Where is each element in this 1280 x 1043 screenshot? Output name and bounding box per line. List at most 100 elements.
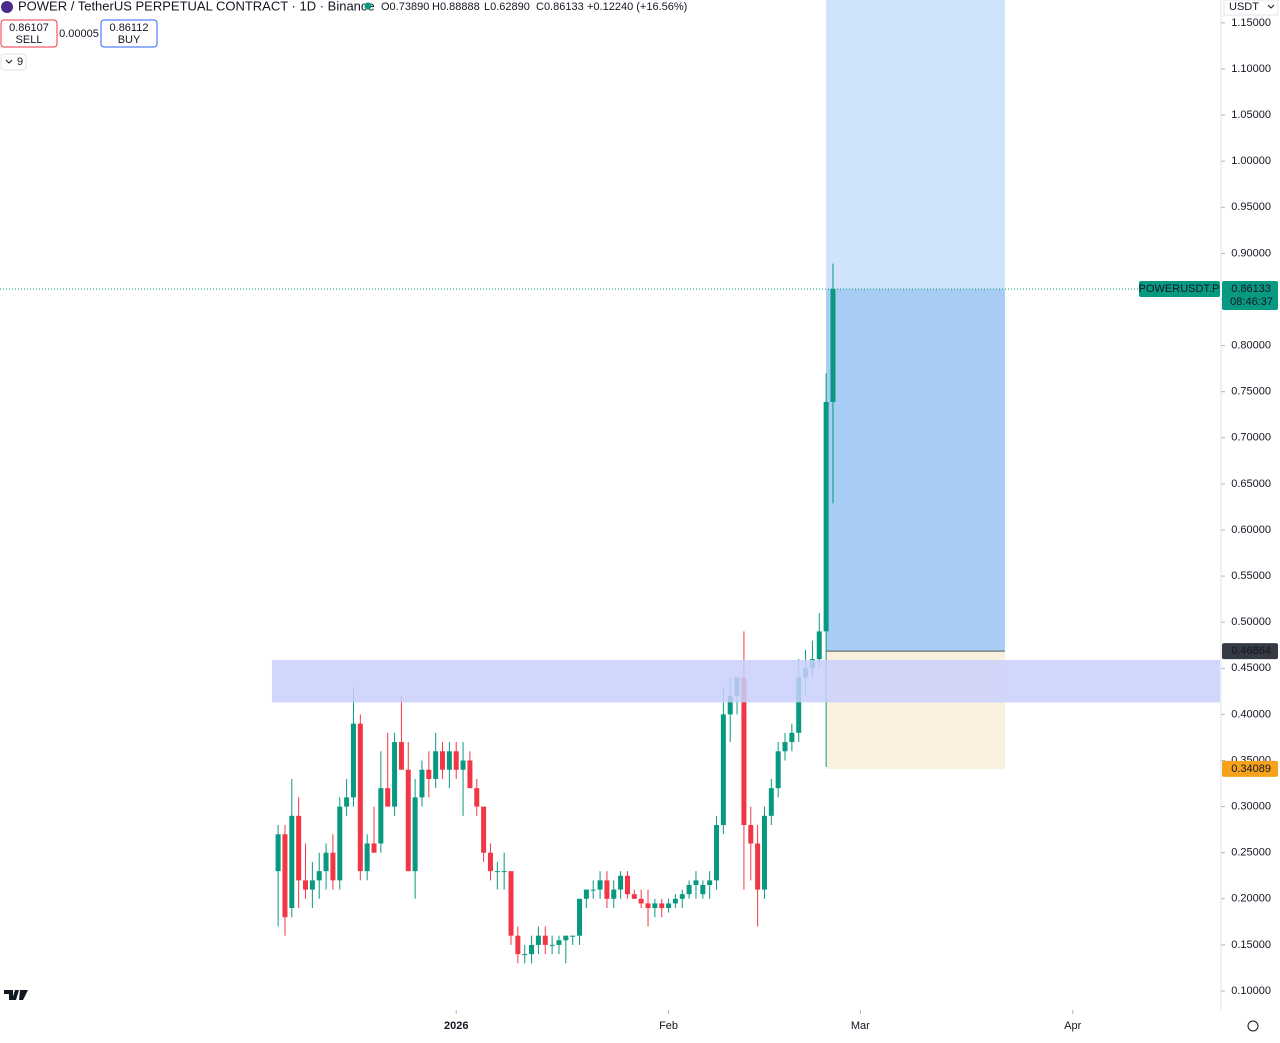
candle-body [693,880,699,885]
candle-body [453,751,459,770]
spread: 0.00005 [59,28,99,40]
candle-body [446,751,452,770]
candle-body [398,742,404,770]
candle-body [624,875,630,895]
candle-body [309,880,315,890]
candle-body [378,788,384,844]
candle-body [577,898,583,936]
candle-body [508,871,514,936]
candle-body [666,903,672,909]
y-tick-label: 0.75000 [1231,386,1271,398]
symbol-icon [1,1,13,13]
plot-area [275,0,1005,964]
candle-body [405,769,411,872]
ohlc-change: +0.12240 (+16.56%) [587,1,687,13]
x-tick-label: Apr [1064,1020,1081,1032]
candle-body [796,677,802,733]
candle-body [357,723,363,872]
candle-body [426,769,432,779]
candle-body [433,751,439,779]
candle-body [282,834,288,918]
candle-body [371,843,377,853]
candle-body [474,788,480,807]
candle-body [344,797,350,807]
candle-body [761,815,767,890]
currency-box [1223,0,1279,16]
settings[interactable] [1247,1020,1259,1032]
last-price-label: 0.86133 [1231,283,1271,295]
candle-body [296,815,302,881]
candle-body [714,825,720,881]
y-tick-label: 1.05000 [1231,109,1271,121]
candle-body [583,889,589,899]
indicators-toggle[interactable] [0,53,27,71]
candle-body [823,401,829,632]
price-tag [1222,760,1278,777]
y-tick-label: 0.45000 [1231,662,1271,674]
y-tick-label: 0.50000 [1231,616,1271,628]
y-tick-label: 0.60000 [1231,524,1271,536]
candle-body [289,815,295,909]
candle-body [789,732,795,743]
zone [271,659,1220,703]
y-tick-label: 0.70000 [1231,432,1271,444]
countdown: 08:46:37 [1230,296,1273,308]
market-status [364,2,372,10]
price-tag [1222,643,1278,660]
candle-body [535,935,541,945]
candle-body [652,903,658,909]
symbol-label: POWERUSDT.P [1139,283,1220,295]
candle-body [494,871,500,873]
y-tick-label: 0.10000 [1231,985,1271,997]
buy-button[interactable] [100,19,158,48]
y-tick-label: 0.55000 [1231,570,1271,582]
candle-body [604,880,610,899]
candle-body [487,852,493,872]
candle-body [775,751,781,789]
candle-body [816,631,822,660]
y-tick-label: 0.30000 [1231,801,1271,813]
candle-body [686,884,692,895]
x-tick-label: 2026 [444,1020,468,1032]
candle-body [782,742,788,752]
candle-body [556,940,562,945]
candle-body [522,954,528,956]
candle-body [645,903,651,909]
candle-body [323,852,329,872]
y-tick-label: 1.15000 [1231,17,1271,29]
y-tick-label: 0.15000 [1231,939,1271,951]
candle-body [460,760,466,770]
candle-body [618,875,624,890]
y-tick-label: 0.25000 [1231,847,1271,859]
sell-button[interactable] [0,19,58,48]
currency-caret [1267,4,1275,9]
y-tick-label: 1.00000 [1231,155,1271,167]
candle-body [275,834,281,872]
candle-body [316,871,322,881]
last-price-tag [1222,281,1278,311]
candle-body [597,880,603,890]
tv-logo-mark [4,990,28,1000]
candle-body [419,769,425,798]
price-axis [1221,0,1280,1038]
price-tag-label: 0.46864 [1231,645,1271,657]
currency: USDT [1229,1,1259,13]
sell-price: 0.86107 [9,22,49,34]
y-tick-label: 0.20000 [1231,893,1271,905]
buy-label: BUY [118,34,141,46]
candle-body [337,806,343,881]
candle-body [529,944,535,955]
candle-body [385,788,391,807]
candle-body [563,935,569,941]
chart-title: POWER / TetherUS PERPETUAL CONTRACT · 1D… [18,0,375,13]
candle-body [679,894,685,899]
candle-body [467,760,473,789]
candle-body [392,742,398,807]
candle-body [590,889,596,891]
candle-body [659,903,665,909]
candle-body [631,894,637,899]
candle-body [570,935,576,937]
candle-body [350,723,356,798]
candle-body [481,806,487,853]
